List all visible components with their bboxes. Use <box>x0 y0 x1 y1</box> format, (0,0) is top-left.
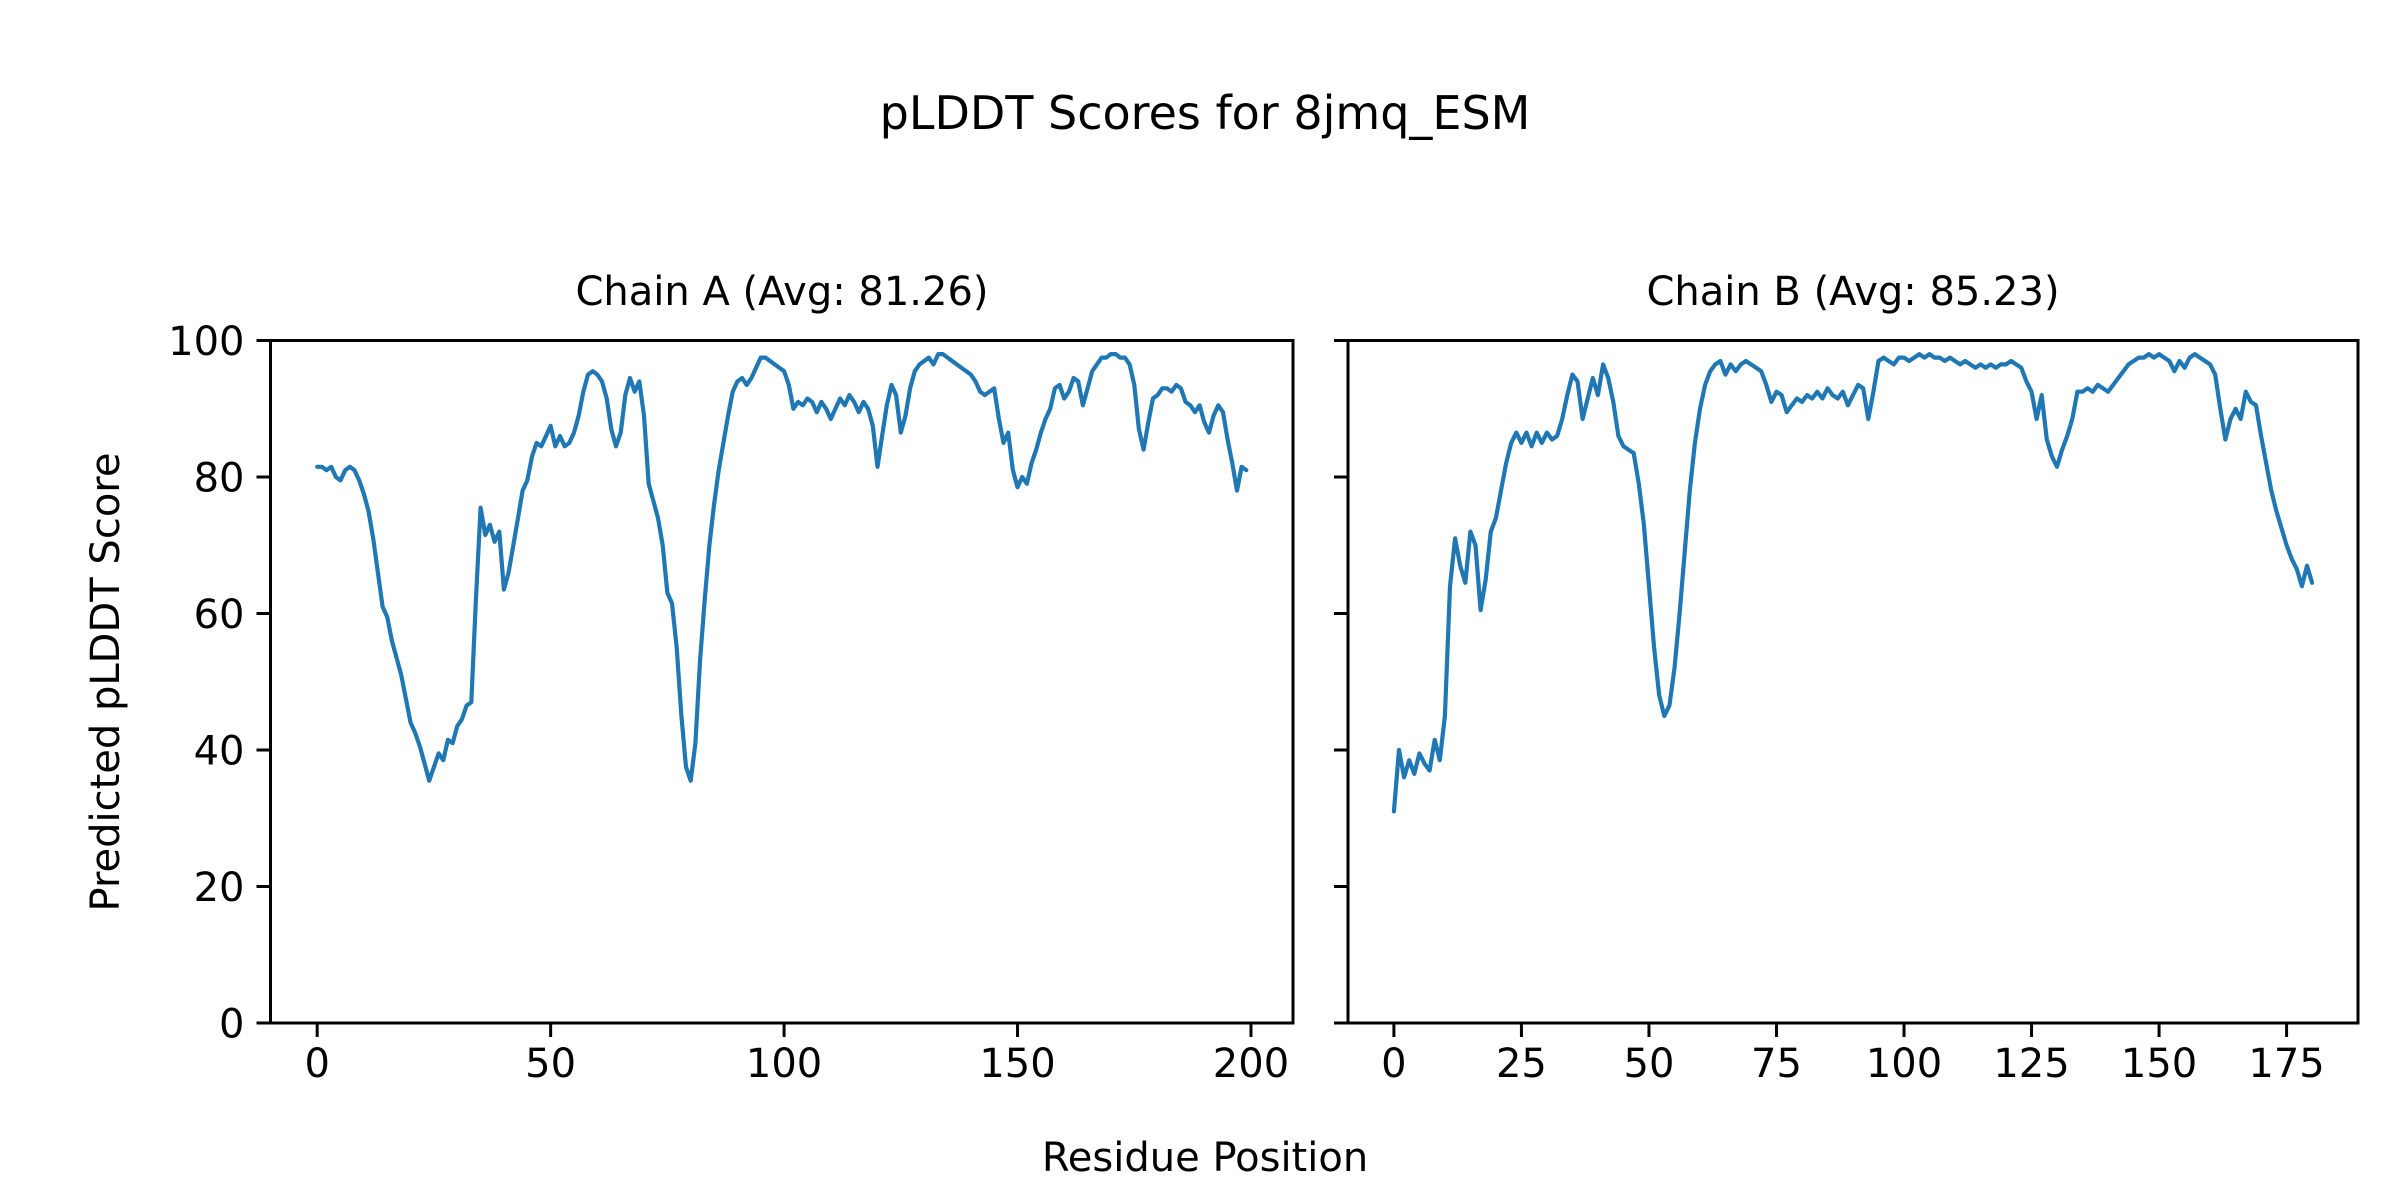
chain-b-subplot-title: Chain B (Avg: 85.23) <box>1646 269 2060 315</box>
chain-a-x-tick-label: 200 <box>1213 1041 1289 1087</box>
chain-b-x-tick-label: 0 <box>1381 1041 1406 1087</box>
chain-b-x-tick-label: 25 <box>1496 1041 1547 1087</box>
chain-b-x-tick-label: 150 <box>2121 1041 2197 1087</box>
chain-a-axes-spines <box>269 339 1295 1025</box>
chain-a-x-tick-label: 0 <box>304 1041 329 1087</box>
chain-a-y-tick-label: 80 <box>194 455 245 501</box>
chain-b-plddt-line <box>1391 352 2315 814</box>
chain-a-y-tick-label: 100 <box>168 319 244 365</box>
chain-a-y-tick-label: 0 <box>219 1001 244 1047</box>
figure-title: pLDDT Scores for 8jmq_ESM <box>879 86 1531 140</box>
y-axis-label: Predicted pLDDT Score <box>83 452 129 912</box>
chain-a-y-tick-label: 20 <box>194 865 245 911</box>
chain-b-x-tick-label: 75 <box>1751 1041 1802 1087</box>
chain-b-x-tick-label: 100 <box>1866 1041 1942 1087</box>
chain-a-x-tick-label: 100 <box>746 1041 822 1087</box>
chain-b-x-tick-label: 125 <box>1993 1041 2069 1087</box>
chain-a-plddt-line <box>315 352 1249 783</box>
x-axis-label: Residue Position <box>1041 1135 1369 1181</box>
chain-b-x-tick-label: 50 <box>1624 1041 1675 1087</box>
chain-a-y-tick-label: 60 <box>194 592 245 638</box>
chain-a-subplot-title: Chain A (Avg: 81.26) <box>575 269 989 315</box>
chain-a-x-tick-label: 50 <box>525 1041 576 1087</box>
chain-b-axes-spines <box>1346 339 2360 1025</box>
chain-a-x-tick-label: 150 <box>979 1041 1055 1087</box>
chain-b-x-tick-label: 175 <box>2248 1041 2324 1087</box>
chain-a-y-tick-label: 40 <box>194 728 245 774</box>
